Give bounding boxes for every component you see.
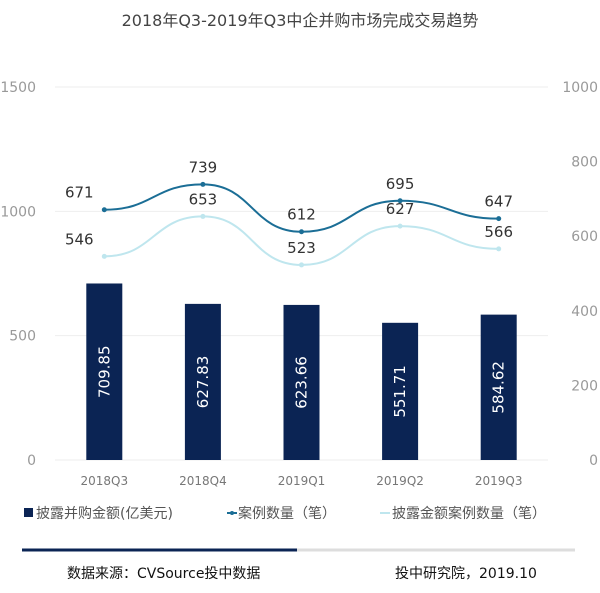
line-point xyxy=(496,246,502,252)
line-data-label: 671 xyxy=(65,184,94,202)
line-point xyxy=(101,253,107,259)
line-point xyxy=(200,181,206,187)
x-tick-label: 2019Q2 xyxy=(376,474,424,488)
bar xyxy=(86,283,123,460)
line-data-label: 546 xyxy=(65,230,94,248)
bar-data-label: 709.85 xyxy=(95,345,113,398)
x-tick-label: 2019Q3 xyxy=(475,474,523,488)
left-tick-label: 500 xyxy=(9,329,36,345)
right-tick-label: 400 xyxy=(571,304,598,320)
footer-credit: 投中研究院，2019.10 xyxy=(395,566,537,582)
left-tick-label: 0 xyxy=(27,453,36,469)
line-data-label: 523 xyxy=(287,239,316,257)
line-data-label: 627 xyxy=(386,200,415,218)
bar-data-label: 584.62 xyxy=(490,361,508,414)
x-tick-label: 2019Q1 xyxy=(278,474,326,488)
x-tick-label: 2018Q4 xyxy=(179,474,227,488)
legend-label: 披露并购金额(亿美元) xyxy=(36,506,173,522)
line-point xyxy=(496,216,502,222)
bar-data-label: 627.83 xyxy=(194,356,212,409)
right-tick-label: 0 xyxy=(589,453,598,469)
bar xyxy=(382,322,419,460)
line-data-label: 647 xyxy=(484,193,513,211)
left-tick-label: 1500 xyxy=(0,80,36,96)
line-point xyxy=(397,198,403,204)
line-point xyxy=(101,207,107,213)
bar xyxy=(283,304,320,460)
line-data-label: 653 xyxy=(189,190,218,208)
right-tick-label: 200 xyxy=(571,378,598,394)
bar xyxy=(184,303,221,460)
line-point xyxy=(397,223,403,229)
line-data-label: 695 xyxy=(386,175,415,193)
line-data-label: 612 xyxy=(287,206,316,224)
legend-marker xyxy=(230,511,234,515)
bar-data-label: 551.71 xyxy=(391,365,409,418)
line-point xyxy=(299,262,304,268)
line-data-label: 739 xyxy=(189,158,218,176)
line-point xyxy=(200,213,206,219)
legend-bar-swatch xyxy=(24,508,33,517)
line-point xyxy=(299,229,304,235)
x-tick-label: 2018Q3 xyxy=(80,474,128,488)
right-tick-label: 1000 xyxy=(562,80,598,96)
right-tick-label: 800 xyxy=(571,155,598,171)
left-tick-label: 1000 xyxy=(0,204,36,220)
right-tick-label: 600 xyxy=(571,229,598,245)
line-data-label: 566 xyxy=(484,223,513,241)
legend-label: 披露金额案例数量（笔） xyxy=(392,505,546,522)
bar-data-label: 623.66 xyxy=(293,356,311,409)
chart-title: 2018年Q3-2019年Q3中企并购市场完成交易趋势 xyxy=(122,11,479,30)
bar xyxy=(480,314,517,460)
legend-label: 案例数量（笔） xyxy=(238,505,336,522)
footer-source: 数据来源：CVSource投中数据 xyxy=(67,566,260,582)
